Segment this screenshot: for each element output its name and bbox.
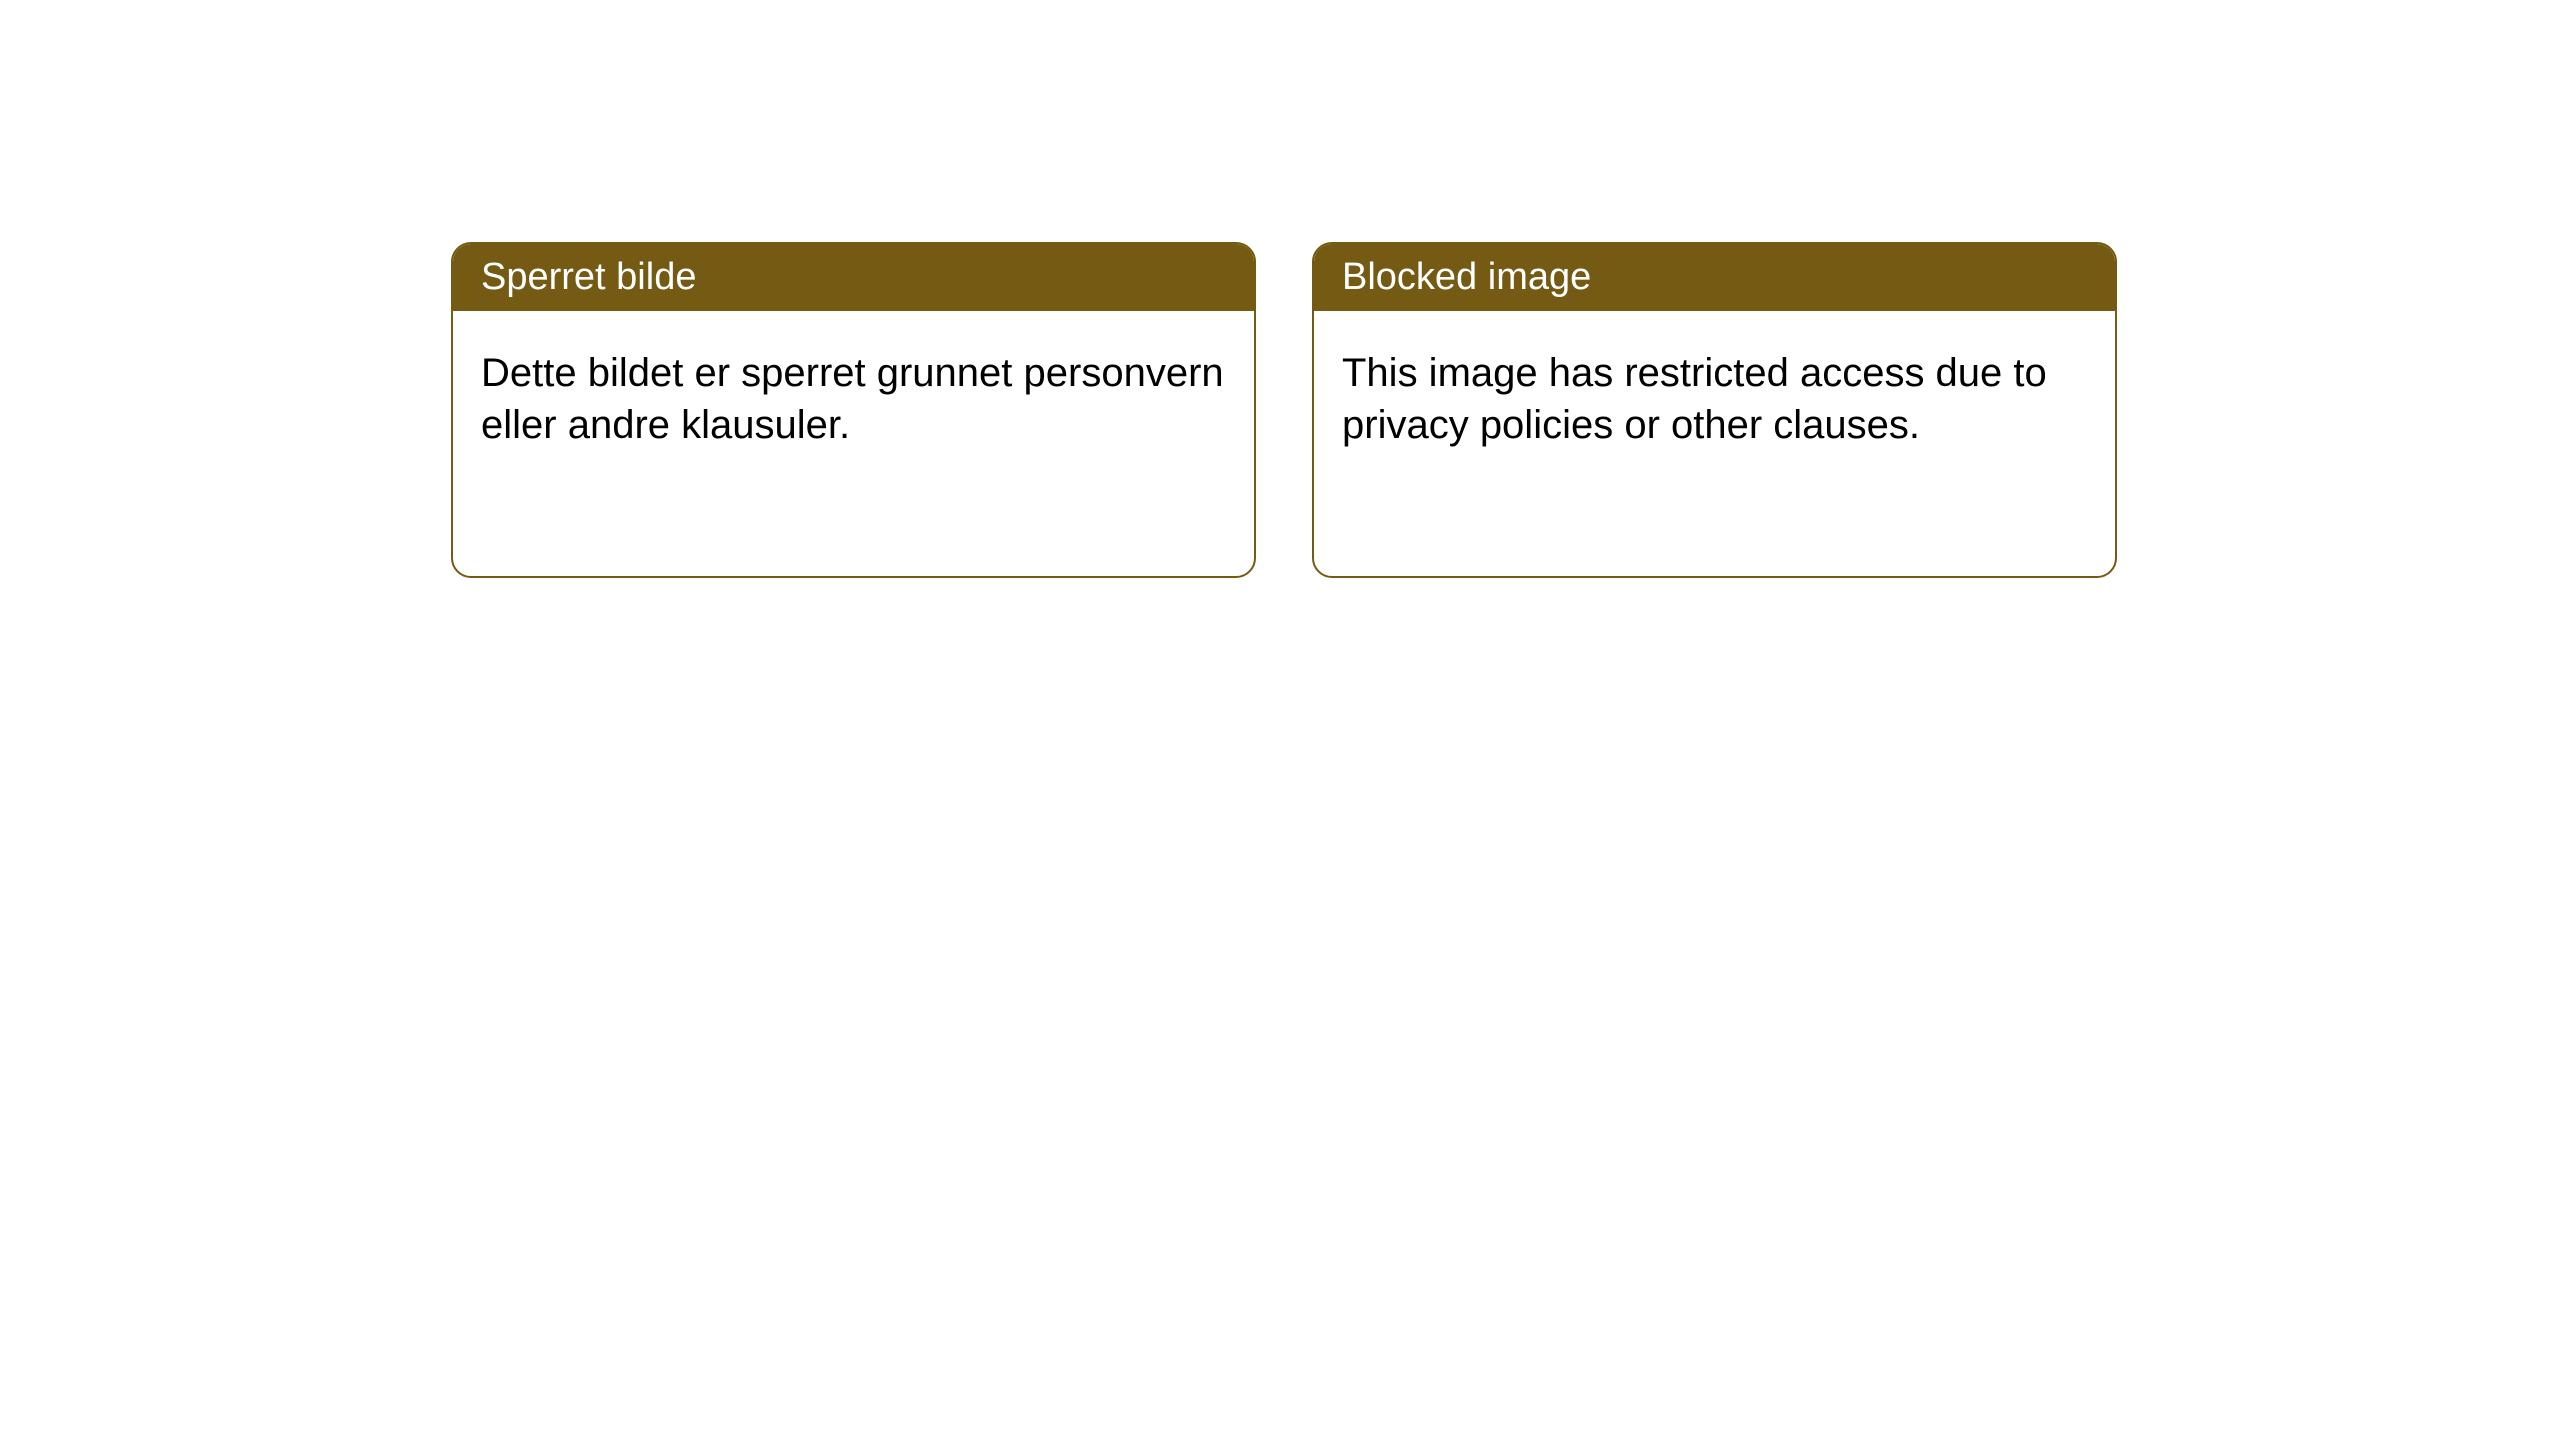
notice-card-header: Sperret bilde (453, 244, 1254, 311)
notice-card-text: This image has restricted access due to … (1342, 351, 2047, 447)
notice-card-norwegian: Sperret bilde Dette bildet er sperret gr… (451, 242, 1256, 578)
notice-card-title: Blocked image (1342, 256, 1591, 298)
notice-card-title: Sperret bilde (481, 256, 696, 298)
notice-card-header: Blocked image (1314, 244, 2115, 311)
notice-card-english: Blocked image This image has restricted … (1312, 242, 2117, 578)
notice-card-text: Dette bildet er sperret grunnet personve… (481, 351, 1224, 447)
notice-card-body: This image has restricted access due to … (1314, 311, 2115, 487)
notice-cards-container: Sperret bilde Dette bildet er sperret gr… (451, 242, 2117, 578)
notice-card-body: Dette bildet er sperret grunnet personve… (453, 311, 1254, 487)
